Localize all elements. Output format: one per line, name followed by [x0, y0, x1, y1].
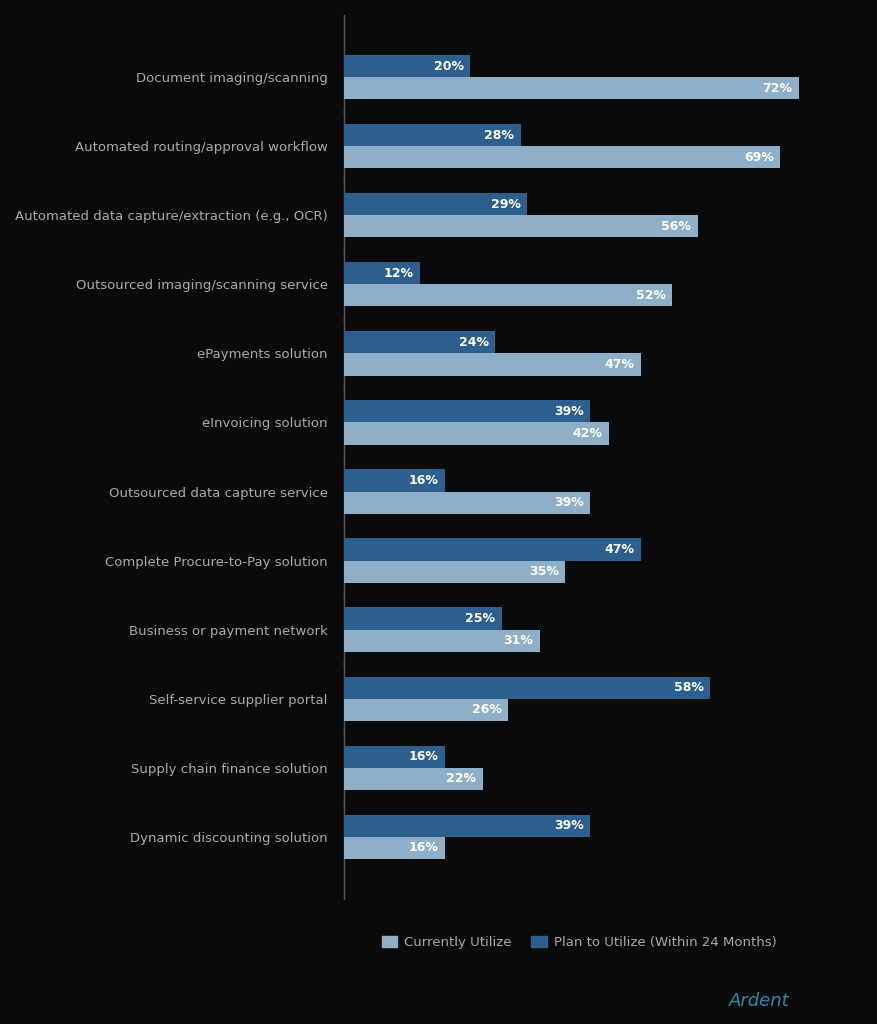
Bar	[344, 285, 673, 306]
Bar	[344, 469, 445, 492]
Text: 20%: 20%	[434, 59, 464, 73]
Text: 39%: 39%	[554, 404, 584, 418]
Text: 42%: 42%	[573, 427, 602, 440]
Bar	[344, 215, 698, 238]
Bar	[344, 423, 610, 444]
Bar	[344, 262, 419, 285]
Text: 35%: 35%	[529, 565, 559, 579]
Text: 47%: 47%	[604, 543, 634, 556]
Bar	[344, 146, 780, 168]
Bar	[344, 768, 482, 790]
Bar	[344, 353, 641, 376]
Text: 69%: 69%	[744, 151, 774, 164]
Text: 22%: 22%	[446, 772, 476, 785]
Bar	[344, 677, 710, 698]
Text: 47%: 47%	[604, 358, 634, 371]
Text: 24%: 24%	[459, 336, 489, 349]
Bar	[344, 698, 508, 721]
Text: Ardent: Ardent	[729, 991, 789, 1010]
Bar	[344, 77, 799, 99]
Text: 16%: 16%	[409, 751, 438, 763]
Text: 52%: 52%	[636, 289, 666, 302]
Text: 16%: 16%	[409, 842, 438, 854]
Text: 58%: 58%	[674, 681, 704, 694]
Bar	[344, 560, 565, 583]
Legend: Currently Utilize, Plan to Utilize (Within 24 Months): Currently Utilize, Plan to Utilize (With…	[376, 930, 781, 954]
Bar	[344, 124, 521, 146]
Bar	[344, 607, 502, 630]
Bar	[344, 332, 496, 353]
Text: 39%: 39%	[554, 819, 584, 833]
Text: 12%: 12%	[383, 267, 413, 280]
Bar	[344, 55, 470, 77]
Bar	[344, 492, 590, 514]
Text: 16%: 16%	[409, 474, 438, 487]
Text: 26%: 26%	[472, 703, 502, 716]
Text: 56%: 56%	[661, 220, 691, 232]
Bar	[344, 539, 641, 560]
Bar	[344, 837, 445, 859]
Text: 72%: 72%	[762, 82, 793, 95]
Text: 39%: 39%	[554, 496, 584, 509]
Text: 29%: 29%	[491, 198, 521, 211]
Bar	[344, 630, 539, 651]
Bar	[344, 745, 445, 768]
Bar	[344, 815, 590, 837]
Text: 28%: 28%	[484, 129, 515, 141]
Text: 25%: 25%	[466, 612, 496, 625]
Bar	[344, 194, 527, 215]
Bar	[344, 400, 590, 423]
Text: 31%: 31%	[503, 634, 533, 647]
